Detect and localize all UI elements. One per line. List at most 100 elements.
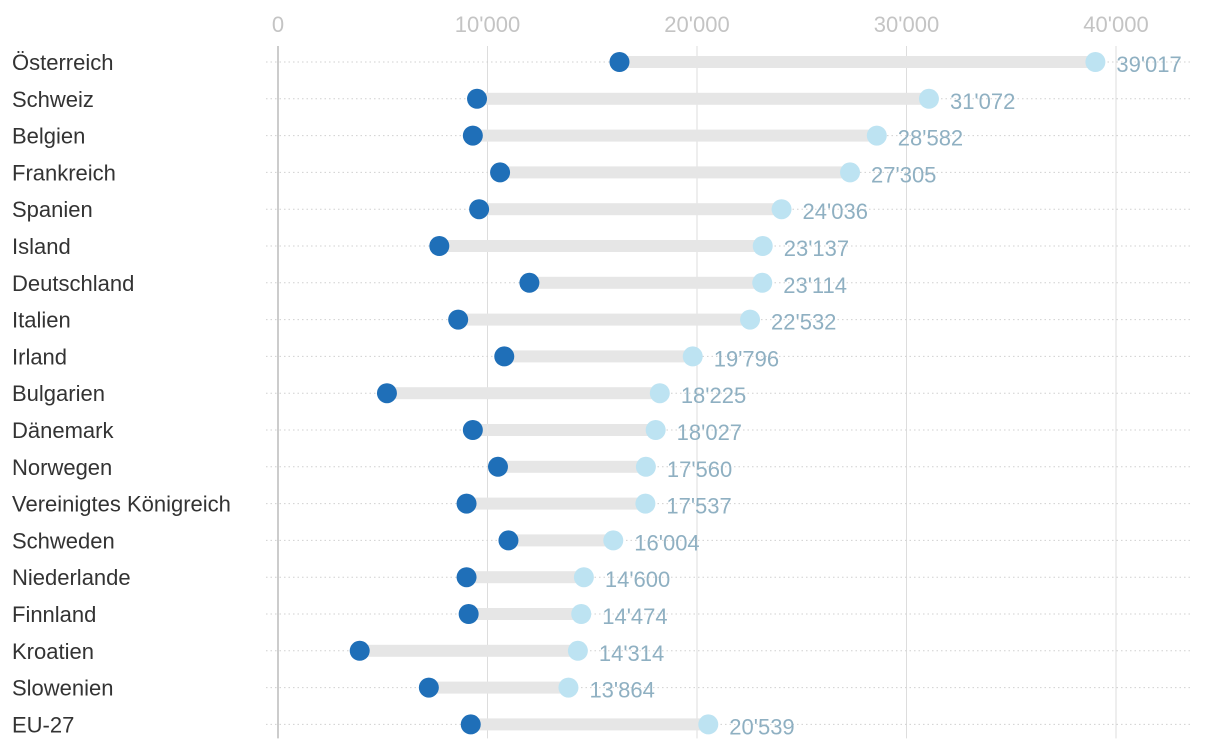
end-dot (698, 714, 719, 735)
category-label: Frankreich (12, 160, 116, 185)
end-dot (558, 677, 579, 698)
end-dot (752, 272, 773, 293)
end-dot (740, 309, 761, 330)
value-label: 20'539 (729, 714, 794, 739)
start-dot (460, 714, 481, 735)
value-label: 14'314 (599, 641, 664, 666)
category-label: Schweden (12, 528, 115, 553)
category-label: Slowenien (12, 676, 114, 701)
end-dot (840, 162, 861, 183)
end-dot (635, 456, 656, 477)
value-label: 16'004 (634, 530, 699, 555)
category-label: Österreich (12, 50, 113, 75)
start-dot (376, 383, 397, 404)
value-label: 19'796 (714, 346, 779, 371)
end-dot (649, 383, 670, 404)
start-dot (458, 604, 479, 624)
start-dot (490, 162, 511, 183)
end-dot (603, 530, 624, 551)
x-tick-label: 20'000 (664, 12, 729, 37)
end-dot (567, 640, 588, 661)
range-bar (359, 644, 578, 657)
value-label: 22'532 (771, 310, 836, 335)
end-dot (635, 493, 656, 514)
category-label: Italien (12, 308, 71, 333)
category-label: EU-27 (12, 712, 74, 737)
end-dot (752, 236, 773, 256)
value-label: 27'305 (871, 162, 936, 187)
category-label: Niederlande (12, 565, 131, 590)
range-bar (458, 313, 751, 326)
range-bar (472, 129, 877, 142)
start-dot (487, 456, 508, 477)
value-label: 17'537 (666, 494, 731, 519)
range-bar (466, 497, 646, 510)
value-label: 17'560 (667, 457, 732, 482)
start-dot (462, 125, 483, 146)
start-dot (609, 52, 630, 72)
range-bar (500, 166, 851, 179)
value-label: 31'072 (950, 89, 1015, 114)
range-bar (497, 460, 646, 473)
x-tick-label: 30'000 (874, 12, 939, 37)
value-label: 18'225 (681, 383, 746, 408)
x-axis: 0 10'000 20'000 30'000 40'000 (272, 12, 1149, 37)
x-tick-label: 0 (272, 12, 284, 37)
range-bar (439, 240, 763, 252)
value-label: 23'114 (783, 273, 847, 298)
value-label: 23'137 (784, 236, 849, 261)
range-bar (508, 534, 614, 547)
category-label: Finnland (12, 602, 96, 627)
range-bar (386, 387, 660, 400)
range-bar (504, 350, 693, 363)
range-bar (529, 276, 763, 289)
start-dot (429, 236, 450, 256)
value-label: 14'600 (605, 567, 670, 592)
value-label: 13'864 (589, 678, 654, 703)
start-dot (498, 530, 519, 551)
category-label: Belgien (12, 124, 85, 149)
category-label: Bulgarien (12, 381, 105, 406)
rows-layer: Österreich 39'017 Schweiz 31'072 Belgien 28'5… (12, 50, 1190, 739)
value-label: 14'474 (602, 604, 667, 629)
start-dot (418, 677, 439, 698)
start-dot (494, 346, 515, 367)
category-label: Vereinigtes Königreich (12, 492, 231, 517)
start-dot (469, 199, 490, 220)
end-dot (645, 420, 666, 440)
range-bar (619, 56, 1096, 68)
category-label: Kroatien (12, 639, 94, 664)
end-dot (1085, 52, 1106, 72)
end-dot (918, 88, 939, 109)
start-dot (467, 88, 488, 109)
category-label: Irland (12, 344, 67, 369)
category-label: Deutschland (12, 271, 134, 296)
value-label: 18'027 (677, 420, 742, 445)
end-dot (771, 199, 792, 220)
x-tick-label: 10'000 (455, 12, 520, 37)
category-label: Island (12, 234, 71, 259)
start-dot (456, 567, 477, 588)
start-dot (456, 493, 477, 514)
start-dot (349, 640, 370, 661)
end-dot (682, 346, 703, 367)
range-bar (479, 203, 782, 216)
range-bar (466, 571, 584, 584)
range-bar (468, 608, 582, 620)
x-tick-label: 40'000 (1083, 12, 1148, 37)
start-dot (519, 272, 540, 293)
grid-layer (277, 46, 1117, 739)
value-label: 24'036 (803, 199, 868, 224)
end-dot (866, 125, 887, 146)
range-bar (477, 92, 929, 105)
category-label: Norwegen (12, 455, 112, 480)
category-label: Dänemark (12, 418, 114, 443)
value-label: 28'582 (898, 126, 963, 151)
start-dot (462, 420, 483, 440)
category-label: Spanien (12, 197, 93, 222)
category-label: Schweiz (12, 87, 94, 112)
start-dot (448, 309, 469, 330)
range-bar (470, 718, 709, 731)
end-dot (571, 604, 592, 624)
